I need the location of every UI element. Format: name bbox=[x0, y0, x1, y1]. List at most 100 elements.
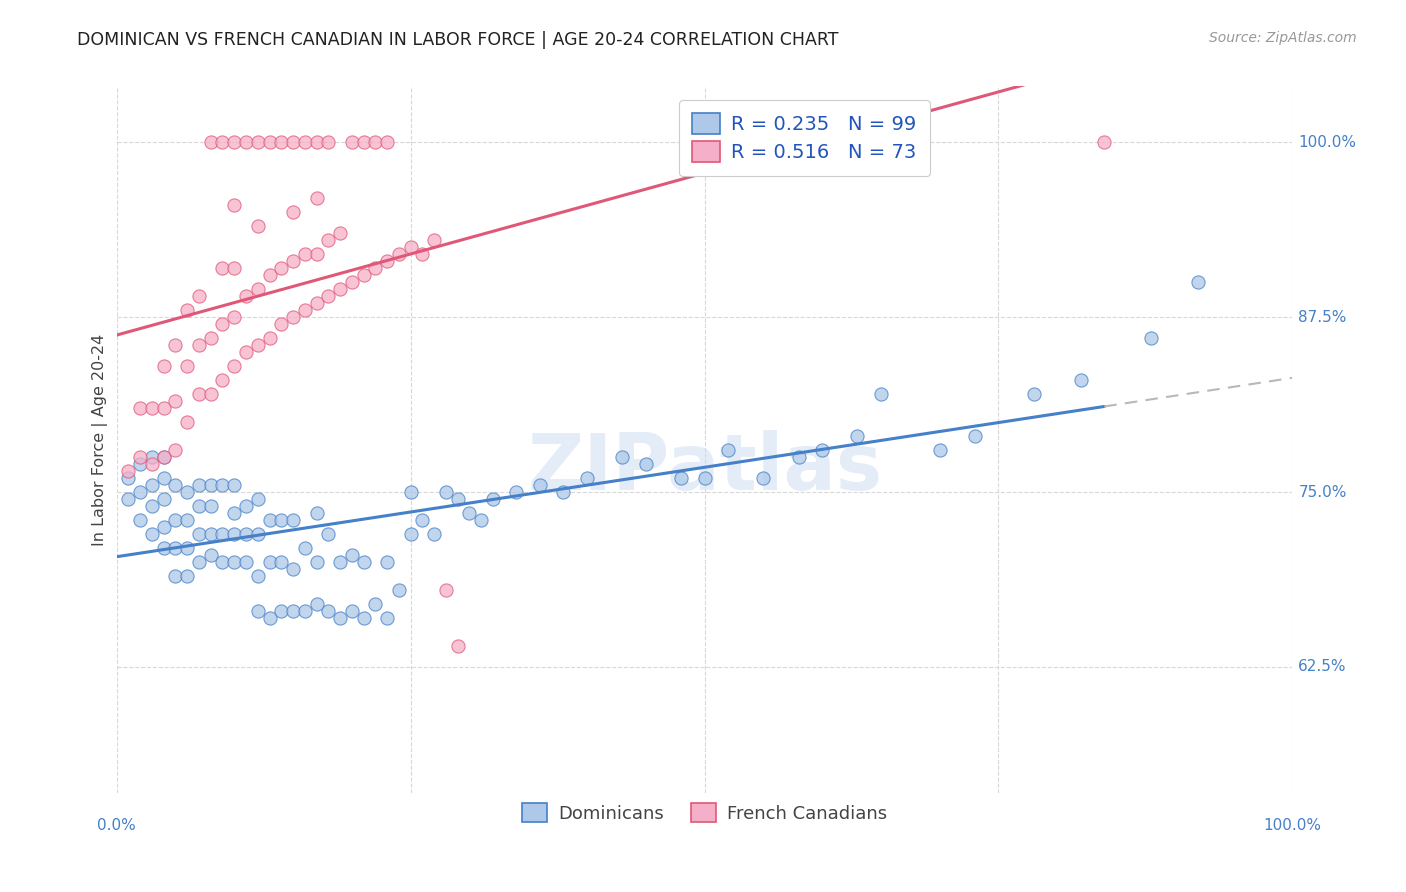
Point bbox=[305, 597, 328, 611]
Point bbox=[458, 506, 481, 520]
Point bbox=[846, 429, 869, 443]
Point bbox=[575, 471, 598, 485]
Point bbox=[152, 359, 174, 374]
Point bbox=[165, 513, 187, 527]
Point bbox=[165, 541, 187, 555]
Point bbox=[246, 527, 269, 541]
Point bbox=[316, 604, 339, 618]
Point bbox=[305, 296, 328, 310]
Point bbox=[224, 506, 246, 520]
Point bbox=[963, 429, 986, 443]
Point bbox=[211, 136, 233, 150]
Point bbox=[224, 310, 246, 325]
Point bbox=[176, 303, 198, 318]
Point bbox=[270, 555, 292, 569]
Point bbox=[141, 527, 163, 541]
Point bbox=[340, 548, 363, 562]
Point bbox=[235, 555, 257, 569]
Point bbox=[211, 478, 233, 492]
Point bbox=[305, 247, 328, 261]
Point bbox=[316, 289, 339, 303]
Point bbox=[353, 268, 375, 283]
Point bbox=[176, 485, 198, 500]
Text: 100.0%: 100.0% bbox=[1264, 818, 1322, 833]
Point bbox=[165, 569, 187, 583]
Point bbox=[411, 247, 433, 261]
Point bbox=[281, 513, 304, 527]
Point bbox=[165, 394, 187, 409]
Point bbox=[152, 471, 174, 485]
Point bbox=[669, 471, 692, 485]
Point bbox=[294, 136, 316, 150]
Point bbox=[129, 401, 152, 416]
Point bbox=[259, 555, 281, 569]
Point bbox=[353, 555, 375, 569]
Point bbox=[246, 604, 269, 618]
Point bbox=[811, 443, 834, 458]
Point bbox=[470, 513, 492, 527]
Point bbox=[294, 303, 316, 318]
Point bbox=[693, 471, 716, 485]
Point bbox=[353, 611, 375, 625]
Point bbox=[200, 387, 222, 401]
Point bbox=[1140, 331, 1163, 345]
Point bbox=[316, 233, 339, 247]
Text: 87.5%: 87.5% bbox=[1298, 310, 1347, 325]
Point bbox=[411, 513, 433, 527]
Point bbox=[364, 136, 387, 150]
Point bbox=[717, 443, 740, 458]
Point bbox=[375, 611, 398, 625]
Point bbox=[235, 527, 257, 541]
Point bbox=[152, 520, 174, 534]
Point bbox=[1070, 373, 1092, 387]
Text: Source: ZipAtlas.com: Source: ZipAtlas.com bbox=[1209, 31, 1357, 45]
Point bbox=[281, 205, 304, 219]
Point bbox=[165, 478, 187, 492]
Point bbox=[388, 247, 411, 261]
Point bbox=[1187, 275, 1209, 289]
Point bbox=[246, 338, 269, 352]
Point bbox=[399, 240, 422, 254]
Point bbox=[399, 485, 422, 500]
Point bbox=[364, 597, 387, 611]
Point bbox=[270, 136, 292, 150]
Point bbox=[235, 499, 257, 513]
Text: 75.0%: 75.0% bbox=[1298, 484, 1347, 500]
Point bbox=[281, 562, 304, 576]
Point bbox=[364, 261, 387, 276]
Point bbox=[211, 555, 233, 569]
Point bbox=[188, 555, 211, 569]
Point bbox=[305, 191, 328, 205]
Point bbox=[340, 604, 363, 618]
Point bbox=[129, 485, 152, 500]
Point bbox=[340, 275, 363, 289]
Point bbox=[446, 492, 468, 507]
Point bbox=[482, 492, 505, 507]
Point bbox=[117, 464, 139, 478]
Point bbox=[270, 513, 292, 527]
Point bbox=[224, 555, 246, 569]
Point bbox=[188, 338, 211, 352]
Point bbox=[176, 569, 198, 583]
Point bbox=[246, 569, 269, 583]
Point bbox=[200, 331, 222, 345]
Point bbox=[224, 359, 246, 374]
Point bbox=[176, 415, 198, 429]
Point bbox=[152, 450, 174, 464]
Point bbox=[246, 282, 269, 296]
Point bbox=[870, 387, 893, 401]
Point bbox=[246, 219, 269, 234]
Point bbox=[188, 499, 211, 513]
Point bbox=[200, 478, 222, 492]
Point bbox=[612, 450, 634, 464]
Point bbox=[188, 478, 211, 492]
Point bbox=[294, 247, 316, 261]
Point bbox=[399, 527, 422, 541]
Point bbox=[188, 289, 211, 303]
Point bbox=[211, 317, 233, 331]
Point bbox=[200, 548, 222, 562]
Point bbox=[281, 310, 304, 325]
Point bbox=[1022, 387, 1045, 401]
Point bbox=[305, 136, 328, 150]
Point bbox=[423, 527, 446, 541]
